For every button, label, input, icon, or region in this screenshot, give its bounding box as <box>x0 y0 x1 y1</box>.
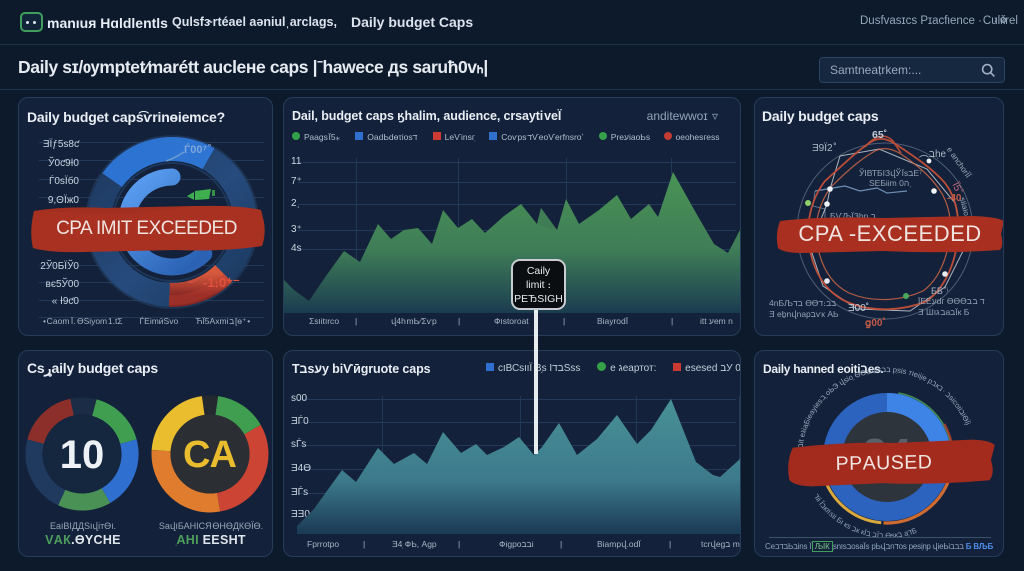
svg-text:СА: СА <box>183 434 237 476</box>
svg-text:10: 10 <box>60 433 105 477</box>
